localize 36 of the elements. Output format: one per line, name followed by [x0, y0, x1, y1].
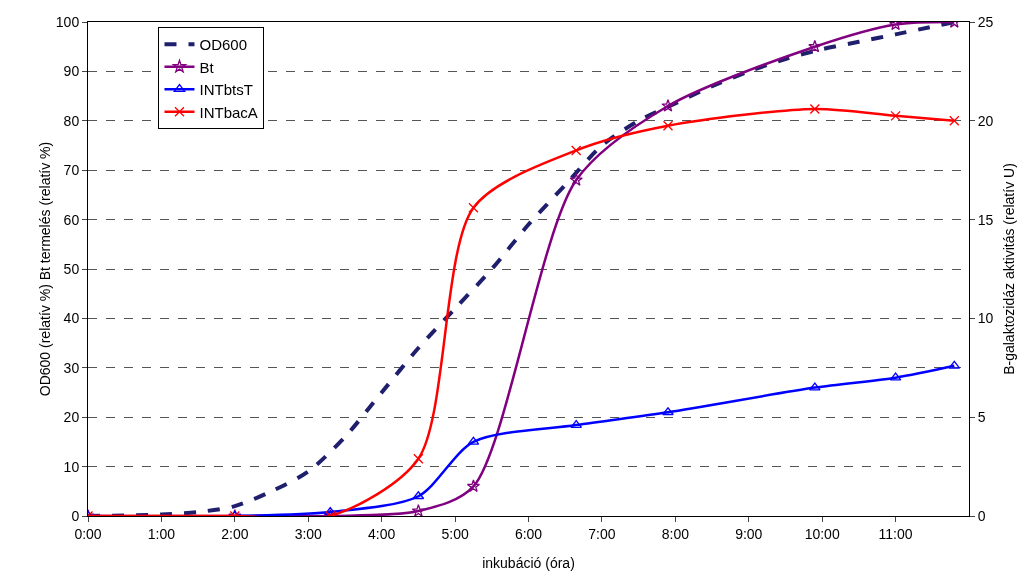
- x-tick-label: 4:00: [368, 525, 396, 542]
- x-tick-label: 2:00: [221, 525, 249, 542]
- legend-label: OD600: [199, 36, 248, 54]
- y-axis-title: OD600 (relatív %) Bt termelés (relatív %): [37, 141, 53, 397]
- legend-label: Bt: [199, 58, 215, 76]
- y-tick-label: 0: [71, 507, 80, 524]
- y2-tick-label: 20: [977, 112, 994, 129]
- x-tick-label: 1:00: [147, 525, 176, 542]
- y-tick-label: 50: [63, 260, 80, 277]
- x-tick-label: 6:00: [514, 525, 543, 542]
- y-tick-label: 80: [63, 112, 80, 129]
- legend-label: INTbtsT: [199, 81, 253, 99]
- y-tick-label: 90: [63, 63, 80, 80]
- x-tick-label: 9:00: [735, 525, 763, 542]
- y-tick-label: 30: [63, 359, 80, 376]
- y2-axis-title: B-galaktozidáz aktivitás (relatív U): [1001, 163, 1017, 375]
- legend-label: INTbacA: [199, 103, 258, 121]
- y-tick-label: 100: [55, 13, 80, 30]
- x-tick-label: 8:00: [661, 525, 690, 542]
- y-tick-label: 20: [63, 409, 80, 426]
- y-tick-label: 70: [63, 162, 80, 179]
- y2-tick-label: 25: [977, 13, 994, 30]
- y-tick-label: 60: [63, 211, 80, 228]
- y-tick-label: 10: [63, 458, 80, 475]
- x-axis-title: inkubáció (óra): [482, 555, 575, 571]
- x-tick-label: 5:00: [441, 525, 469, 542]
- x-tick-label: 7:00: [588, 525, 616, 542]
- x-tick-label: 10:00: [804, 525, 840, 542]
- x-tick-label: 11:00: [878, 525, 913, 542]
- y2-tick-label: 10: [977, 310, 994, 327]
- x-tick-label: 0:00: [74, 525, 102, 542]
- x-tick-label: 3:00: [294, 525, 323, 542]
- y2-tick-label: 5: [977, 409, 986, 426]
- y2-tick-label: 0: [977, 507, 986, 524]
- y2-tick-label: 15: [977, 211, 994, 228]
- y-tick-label: 40: [63, 310, 80, 327]
